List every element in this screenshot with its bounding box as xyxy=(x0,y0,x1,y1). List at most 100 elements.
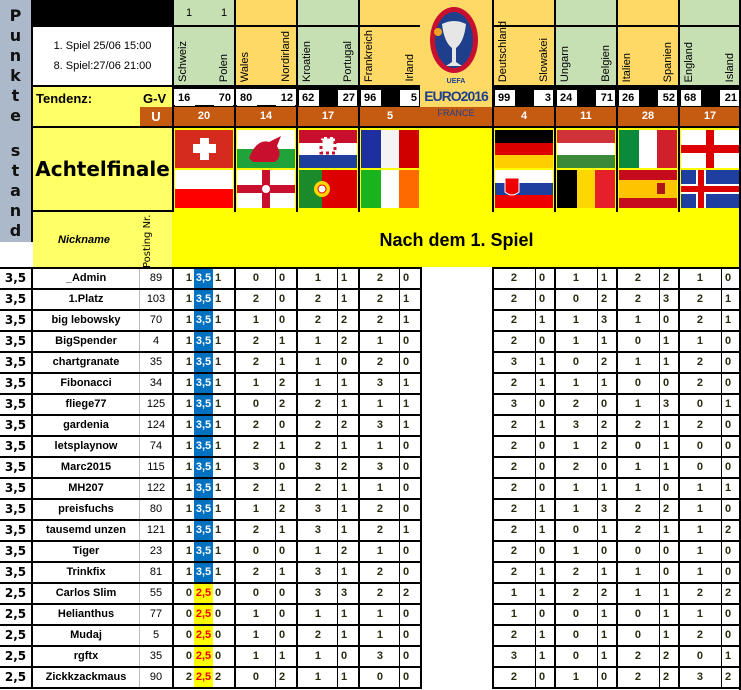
croatia-flag xyxy=(299,130,357,168)
tip-away: 0 xyxy=(539,293,546,305)
tip-away: 1 xyxy=(725,650,732,662)
row-nickname[interactable]: MH207 xyxy=(33,479,140,498)
tip-home: 0 xyxy=(616,542,660,561)
tip-away: 1 xyxy=(663,440,670,452)
tip-away: 0 xyxy=(403,545,410,557)
tip-away: 1 xyxy=(403,419,410,431)
tip-away: 0 xyxy=(725,419,732,431)
flags-0 xyxy=(172,126,234,212)
row-nickname[interactable]: Zickkzackmaus xyxy=(33,668,140,687)
tip-away: 0 xyxy=(725,503,732,515)
tip-home: 0 xyxy=(172,605,194,624)
hungary-flag xyxy=(557,130,615,168)
row-nickname[interactable]: 1.Platz xyxy=(33,290,140,309)
row-nickname[interactable]: preisfuchs xyxy=(33,500,140,519)
tip-home: 1 xyxy=(172,437,194,456)
belgium-flag xyxy=(557,170,615,208)
row-nickname[interactable]: chartgranate xyxy=(33,353,140,372)
tip-away: 0 xyxy=(403,629,410,641)
row-nickname[interactable]: rgftx xyxy=(33,647,140,666)
row-points: 3,5 xyxy=(0,500,33,519)
tip-away: 1 xyxy=(341,398,348,410)
row-posting: 90 xyxy=(149,671,163,683)
row-nickname[interactable]: Mudaj xyxy=(33,626,140,645)
row-points: 2,5 xyxy=(0,584,33,603)
tip-away: 1 xyxy=(279,524,286,536)
tip-home: 1 xyxy=(172,374,194,393)
tip-away: 1 xyxy=(539,650,546,662)
tip-away: 0 xyxy=(601,545,608,557)
tip-away: 0 xyxy=(403,650,410,662)
tip-home: 1 xyxy=(234,500,276,519)
tip-away: 0 xyxy=(601,398,608,410)
row-spacer xyxy=(420,414,492,437)
tip-home: 2 xyxy=(172,668,194,687)
row-nickname[interactable]: letsplaynow xyxy=(33,437,140,456)
row-nickname[interactable]: Trinkfix xyxy=(33,563,140,582)
northern-ireland-flag xyxy=(237,170,295,208)
row-nickname[interactable]: _Admin xyxy=(33,269,140,288)
tip-home: 1 xyxy=(296,647,338,666)
row-nickname[interactable]: tausemd unzen xyxy=(33,521,140,540)
row-nickname[interactable]: Fibonacci xyxy=(33,374,140,393)
tip-away: 0 xyxy=(341,650,348,662)
tip-away: 0 xyxy=(725,356,732,368)
row-points: 3,5 xyxy=(0,458,33,477)
match-points: 3,5 xyxy=(194,563,213,582)
table-row: 2,5 Helianthus 77 0 2,5 0 1 0 1 1 1 0 1 0 0 1 0 1 1 0 xyxy=(0,603,741,626)
row-spacer xyxy=(420,372,492,395)
row-nickname[interactable]: fliege77 xyxy=(33,395,140,414)
tip-away: 1 xyxy=(403,314,410,326)
header-divider xyxy=(0,267,741,269)
tip-away: 1 xyxy=(539,629,546,641)
tip-home: 1 xyxy=(616,563,660,582)
tip-home: 2 xyxy=(296,290,338,309)
tip-home: 2 xyxy=(234,416,276,435)
tip-away: 0 xyxy=(279,461,286,473)
team-away: Polen xyxy=(218,53,230,82)
tip-away: 1 xyxy=(215,545,222,557)
page-title: Achtelfinale xyxy=(35,157,170,181)
row-nickname[interactable]: Carlos Slim xyxy=(33,584,140,603)
row-nickname[interactable]: Helianthus xyxy=(33,605,140,624)
table-row: 3,5 Fibonacci 34 1 3,5 1 1 2 1 1 3 1 2 1 1 1 0 0 2 0 xyxy=(0,372,741,395)
team-home: Kroatien xyxy=(301,41,313,82)
tip-away: 1 xyxy=(601,629,608,641)
tip-away: 1 xyxy=(341,272,348,284)
tip-home: 1 xyxy=(616,353,660,372)
tip-away: 1 xyxy=(601,482,608,494)
u-value: 28 xyxy=(616,107,678,126)
u-value: 17 xyxy=(296,107,358,126)
row-nickname[interactable]: gardenia xyxy=(33,416,140,435)
tip-away: 1 xyxy=(539,419,546,431)
tip-home: 1 xyxy=(678,521,722,540)
row-nickname[interactable]: Marc2015 xyxy=(33,458,140,477)
tip-home: 3 xyxy=(358,647,400,666)
tip-home: 1 xyxy=(296,332,338,351)
row-points: 2,5 xyxy=(0,647,33,666)
tip-home: 0 xyxy=(554,647,598,666)
tendency-home: 26 xyxy=(619,90,639,106)
tip-home: 2 xyxy=(358,353,400,372)
row-points: 3,5 xyxy=(0,374,33,393)
tip-home: 2 xyxy=(296,395,338,414)
tip-home: 2 xyxy=(616,500,660,519)
row-nickname[interactable]: BigSpender xyxy=(33,332,140,351)
tip-home: 2 xyxy=(296,416,338,435)
table-row: 3,5 letsplaynow 74 1 3,5 1 2 1 2 1 1 0 2 0 1 2 0 1 0 0 xyxy=(0,435,741,458)
flags-4 xyxy=(492,126,554,212)
tip-home: 0 xyxy=(234,269,276,288)
tip-away: 0 xyxy=(725,272,732,284)
tip-home: 2 xyxy=(234,479,276,498)
row-nickname[interactable]: Tiger xyxy=(33,542,140,561)
tip-away: 2 xyxy=(663,650,670,662)
row-nickname[interactable]: big lebowsky xyxy=(33,311,140,330)
tip-home: 3 xyxy=(296,500,338,519)
tip-away: 0 xyxy=(341,356,348,368)
tip-home: 1 xyxy=(234,311,276,330)
euro2016-logo: UEFA EURO2016 xyxy=(420,0,492,107)
tip-away: 2 xyxy=(601,419,608,431)
logo-country: FRANCE xyxy=(420,107,492,126)
tip-away: 2 xyxy=(215,671,222,683)
tip-home: 2 xyxy=(492,416,536,435)
